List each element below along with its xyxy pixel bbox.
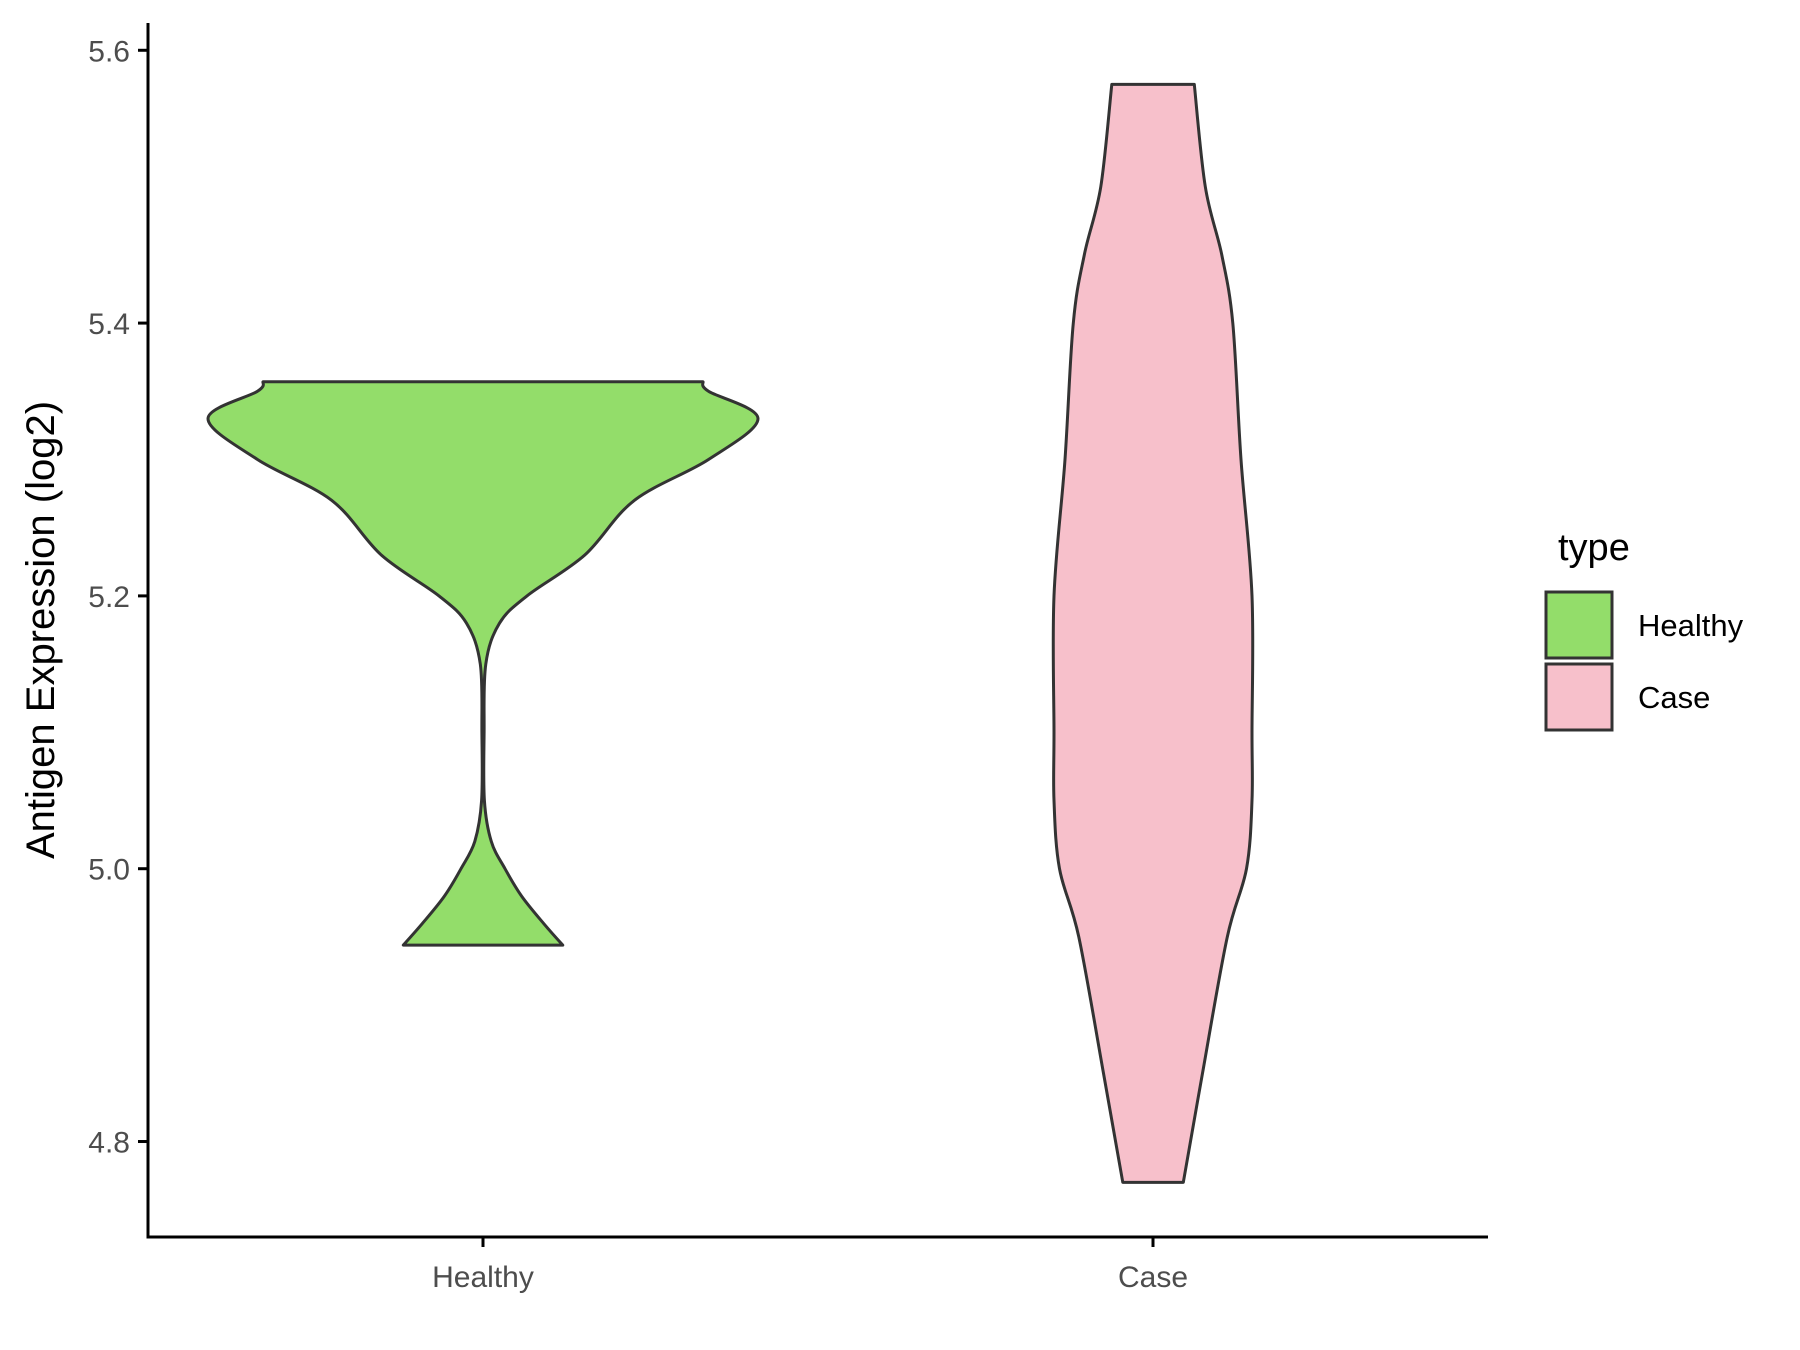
violin-case <box>1051 82 1255 1184</box>
y-axis-ticks: 4.8 5.0 5.2 5.4 5.6 <box>88 35 148 1160</box>
y-tick-label: 5.2 <box>88 581 130 614</box>
legend-label: Case <box>1638 680 1710 715</box>
legend: type Healthy Case <box>1544 527 1744 732</box>
violin-healthy <box>206 380 760 947</box>
y-tick-label: 5.6 <box>88 35 130 68</box>
x-tick-label: Healthy <box>432 1261 534 1294</box>
legend-title: type <box>1558 527 1630 569</box>
x-tick-label: Case <box>1118 1261 1188 1294</box>
y-tick-label: 5.0 <box>88 854 130 887</box>
y-axis-title: Antigen Expression (log2) <box>19 401 63 859</box>
y-tick-label: 5.4 <box>88 308 130 341</box>
legend-swatch-case <box>1544 662 1614 732</box>
legend-items: Healthy Case <box>1544 590 1744 732</box>
legend-swatch-healthy <box>1544 590 1614 660</box>
violin-layer <box>206 82 1255 1184</box>
y-tick-label: 4.8 <box>88 1127 130 1160</box>
x-axis-ticks: Healthy Case <box>432 1237 1188 1294</box>
legend-label: Healthy <box>1638 608 1744 643</box>
